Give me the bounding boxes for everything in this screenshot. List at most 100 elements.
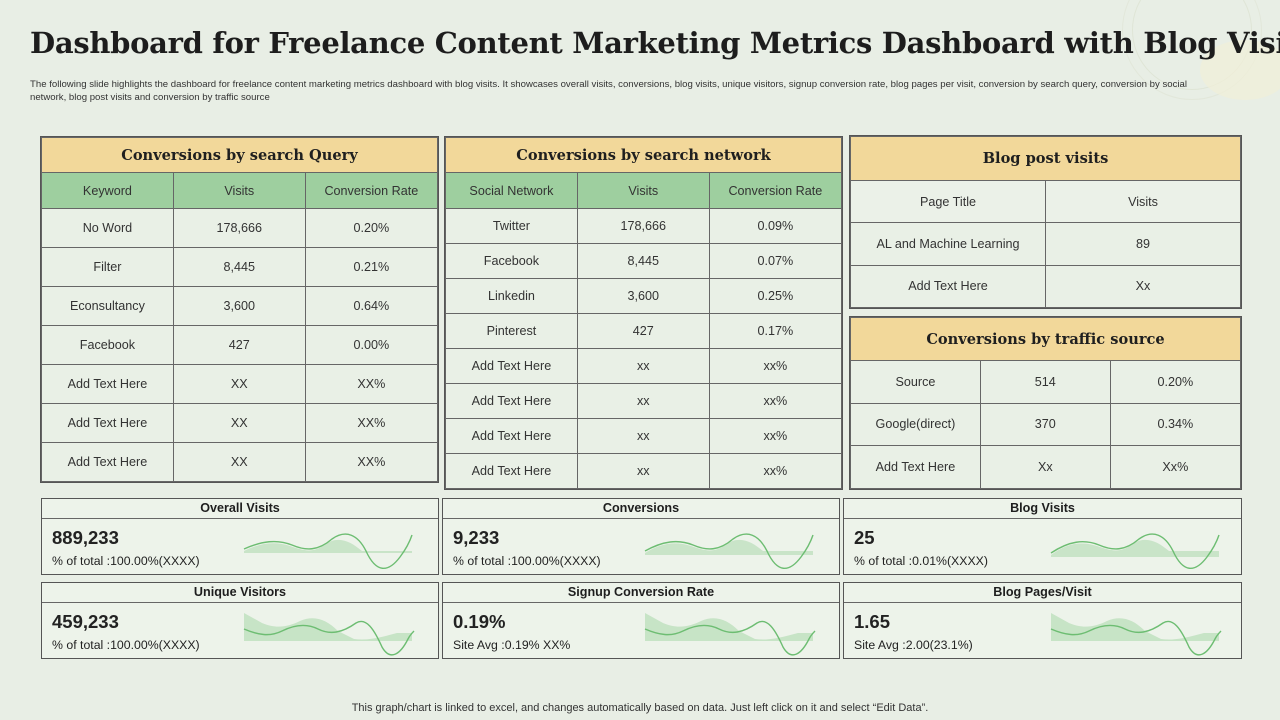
table-cell: 178,666 [576, 208, 710, 244]
table-cell: 0.17% [708, 313, 843, 349]
table-row: Linkedin 3,600 0.25% [445, 278, 843, 314]
table-cell: XX [172, 403, 306, 443]
metric-subtext: % of total :0.01%(XXXX) [854, 554, 988, 568]
metric-title: Overall Visits [42, 499, 438, 519]
traffic-source-panel: Conversions by traffic source Source 514 0… [849, 316, 1242, 490]
column-header: Page Title [850, 179, 1046, 224]
metric-value: 889,233 [52, 527, 119, 548]
table-cell: Add Text Here [445, 418, 578, 454]
metric-title: Conversions [443, 499, 839, 519]
table-cell: 0.09% [708, 208, 843, 244]
table-row: Source 514 0.20% [850, 360, 1242, 404]
blog-post-visits-table: Blog post visits Page Title Visits AL an… [850, 136, 1241, 309]
table-cell: 3,600 [172, 286, 306, 326]
table-cell: 427 [576, 313, 710, 349]
table-row: Add Text Here XX XX% [41, 364, 439, 404]
table-cell: xx% [708, 453, 843, 489]
table-cell: XX% [304, 403, 439, 443]
table-row: Filter 8,445 0.21% [41, 247, 439, 287]
table-cell: 0.20% [304, 208, 439, 248]
table-row: No Word 178,666 0.20% [41, 208, 439, 248]
table-cell: Filter [41, 247, 174, 287]
sparkline-chart [243, 533, 413, 569]
metric-value: 9,233 [453, 527, 500, 548]
column-header: Conversion Rate [708, 172, 843, 209]
table-cell: Add Text Here [445, 453, 578, 489]
search-query-title: Conversions by search Query [41, 137, 438, 173]
table-cell: Xx% [1109, 445, 1242, 489]
metric-title: Blog Pages/Visit [844, 583, 1241, 603]
table-cell: XX [172, 442, 306, 482]
blog-post-visits-panel: Blog post visits Page Title Visits AL an… [849, 135, 1242, 309]
metric-value: 459,233 [52, 611, 119, 632]
metric-title: Unique Visitors [42, 583, 438, 603]
metric-title: Blog Visits [844, 499, 1241, 519]
column-header: Visits [172, 172, 306, 209]
table-cell: Add Text Here [445, 383, 578, 419]
table-cell: Source [850, 360, 981, 404]
traffic-source-title: Conversions by traffic source [850, 317, 1241, 361]
table-cell: xx [576, 383, 710, 419]
metric-card-overall-visits: Overall Visits 889,233 % of total :100.0… [41, 498, 439, 575]
table-row: Add Text Here XX XX% [41, 442, 439, 482]
table-row: Add Text Here Xx [850, 264, 1241, 309]
page-title: Dashboard for Freelance Content Marketin… [30, 26, 1280, 60]
table-cell: 8,445 [172, 247, 306, 287]
traffic-source-table: Conversions by traffic source Source 514 0… [850, 317, 1242, 489]
table-cell: Twitter [445, 208, 578, 244]
table-row: Facebook 427 0.00% [41, 325, 439, 365]
sparkline-chart [644, 533, 814, 569]
metric-card-conversions: Conversions 9,233 % of total :100.00%(XX… [442, 498, 840, 575]
metric-card-blog-visits: Blog Visits 25 % of total :0.01%(XXXX) [843, 498, 1242, 575]
table-cell: xx% [708, 383, 843, 419]
table-cell: 8,445 [576, 243, 710, 279]
table-cell: Add Text Here [41, 442, 174, 482]
table-cell: Add Text Here [850, 445, 981, 489]
table-cell: 370 [979, 402, 1111, 447]
table-cell: xx [576, 418, 710, 454]
table-cell: XX [172, 364, 306, 404]
metric-card-blog-pages-visit: Blog Pages/Visit 1.65 Site Avg :2.00(23.… [843, 582, 1242, 659]
table-row: Add Text Here xx xx% [445, 453, 843, 489]
table-row: Add Text Here xx xx% [445, 348, 843, 384]
table-cell: 3,600 [576, 278, 710, 314]
table-cell: xx% [708, 418, 843, 454]
table-cell: Google(direct) [850, 402, 981, 447]
table-cell: Facebook [41, 325, 174, 365]
page-description: The following slide highlights the dashb… [30, 79, 1187, 103]
metric-title: Signup Conversion Rate [443, 583, 839, 603]
table-cell: AL and Machine Learning [850, 222, 1046, 266]
table-cell: 0.00% [304, 325, 439, 365]
table-cell: Linkedin [445, 278, 578, 314]
sparkline-chart [243, 613, 415, 656]
table-cell: 0.25% [708, 278, 843, 314]
table-cell: 178,666 [172, 208, 306, 248]
search-network-panel: Conversions by search network Social Net… [444, 136, 843, 490]
search-network-table: Conversions by search network Social Net… [445, 137, 843, 489]
table-cell: Xx [979, 445, 1111, 489]
metric-value: 0.19% [453, 611, 506, 632]
table-row: AL and Machine Learning 89 [850, 222, 1241, 266]
metric-subtext: Site Avg :2.00(23.1%) [854, 638, 973, 652]
table-row: Econsultancy 3,600 0.64% [41, 286, 439, 326]
table-row: Add Text Here Xx Xx% [850, 445, 1242, 489]
metric-subtext: % of total :100.00%(XXXX) [453, 554, 601, 568]
metric-subtext: Site Avg :0.19% XX% [453, 638, 571, 652]
table-cell: Facebook [445, 243, 578, 279]
table-cell: xx [576, 453, 710, 489]
table-cell: xx% [708, 348, 843, 384]
table-cell: XX% [304, 364, 439, 404]
table-cell: xx [576, 348, 710, 384]
column-header: Visits [576, 172, 710, 209]
table-cell: Econsultancy [41, 286, 174, 326]
search-query-panel: Conversions by search Query Keyword Visi… [40, 136, 439, 483]
table-row: Facebook 8,445 0.07% [445, 243, 843, 279]
table-row: Add Text Here xx xx% [445, 418, 843, 454]
metric-card-unique-visitors: Unique Visitors 459,233 % of total :100.… [41, 582, 439, 659]
table-cell: 514 [979, 360, 1111, 404]
metric-value: 25 [854, 527, 875, 548]
table-cell: 0.07% [708, 243, 843, 279]
metric-subtext: % of total :100.00%(XXXX) [52, 638, 200, 652]
table-row: Add Text Here xx xx% [445, 383, 843, 419]
column-header: Keyword [41, 172, 174, 209]
